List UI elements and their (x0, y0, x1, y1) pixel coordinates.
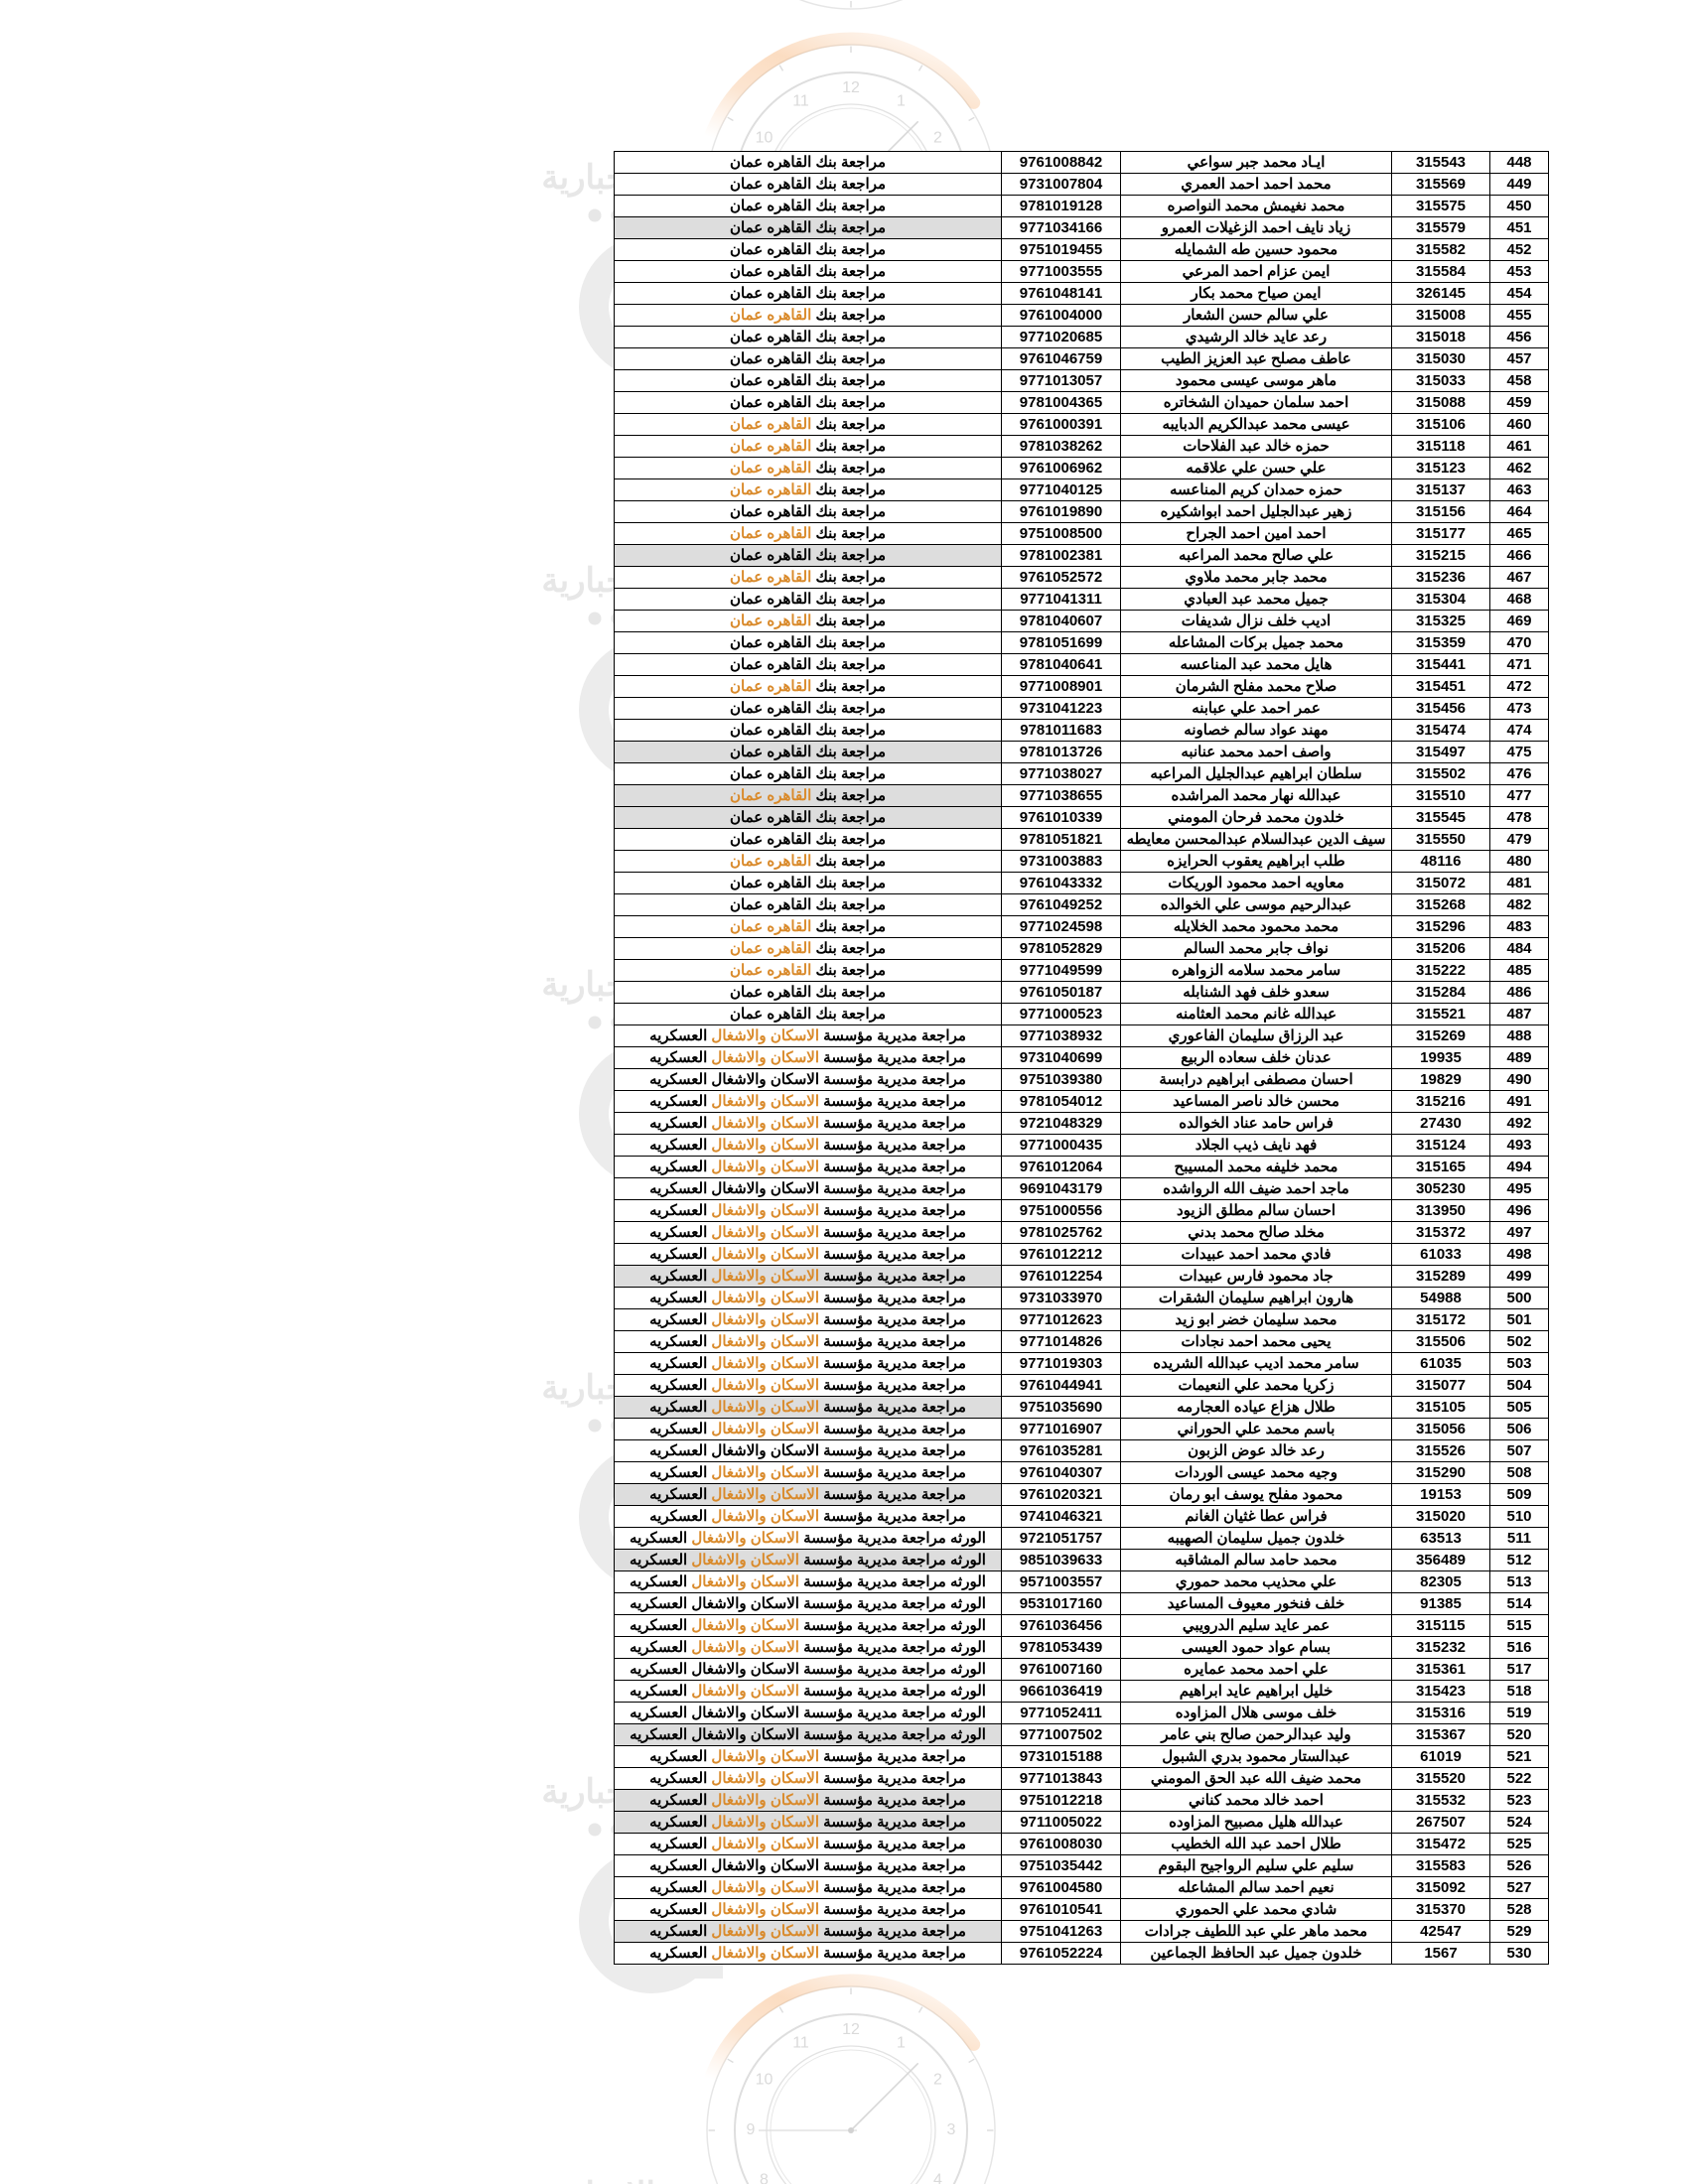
svg-text:الإخبارية: الإخبارية (541, 2176, 655, 2184)
svg-text:1: 1 (897, 93, 906, 110)
svg-text:10: 10 (756, 2072, 774, 2089)
svg-text:8: 8 (760, 2172, 769, 2184)
svg-text:10: 10 (756, 130, 774, 147)
svg-text:12: 12 (842, 79, 860, 96)
svg-text:11: 11 (792, 2035, 809, 2052)
svg-text:2: 2 (933, 130, 942, 147)
svg-text:9: 9 (747, 2121, 756, 2138)
svg-text:3: 3 (947, 2121, 956, 2138)
svg-text:4: 4 (933, 2172, 942, 2184)
svg-text:11: 11 (792, 93, 809, 110)
svg-text:2: 2 (933, 2072, 942, 2089)
svg-text:1: 1 (897, 2035, 906, 2052)
svg-text:12: 12 (842, 2021, 860, 2038)
